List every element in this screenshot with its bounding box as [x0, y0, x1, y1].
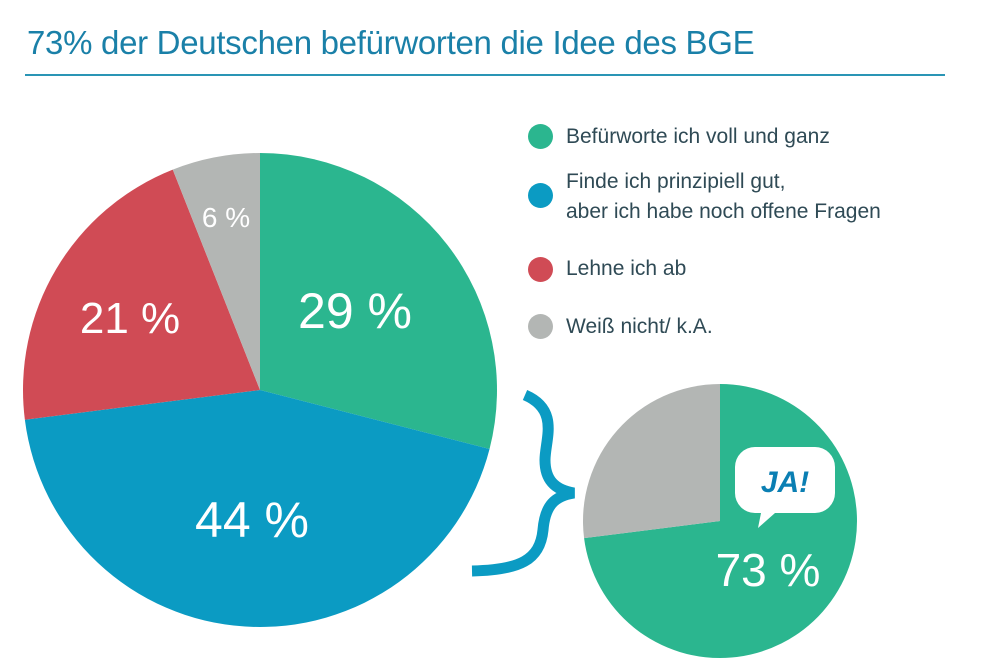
legend-swatch	[528, 314, 553, 339]
legend-swatch	[528, 257, 553, 282]
legend-label: Lehne ich ab	[566, 257, 687, 280]
title-divider	[25, 74, 945, 76]
chart-title: 73% der Deutschen befürworten die Idee d…	[27, 24, 755, 61]
pie-slice	[582, 384, 720, 539]
approval-pie: 73 %	[582, 384, 857, 658]
slice-label: 29 %	[298, 283, 412, 339]
slice-label: 44 %	[195, 492, 309, 548]
slice-label: 21 %	[80, 294, 180, 343]
pie-slice	[22, 169, 260, 420]
slice-label: 6 %	[202, 202, 250, 233]
pie-slice	[172, 153, 260, 390]
ja-badge-text: JA!	[761, 466, 809, 499]
legend-swatch	[528, 183, 553, 208]
legend-swatch	[528, 124, 553, 149]
main-pie: 29 % 44 % 21 % 6 %	[22, 153, 497, 627]
legend-label: Finde ich prinzipiell gut,	[566, 170, 786, 193]
pie-slice	[260, 153, 497, 449]
slice-label: 73 %	[716, 544, 821, 596]
legend-label-line2: aber ich habe noch offene Fragen	[566, 200, 881, 223]
curly-brace-icon	[471, 389, 576, 577]
ja-speech-bubble-icon: JA!	[735, 447, 835, 528]
pie-slice	[24, 390, 490, 627]
legend-label: Weiß nicht/ k.A.	[566, 315, 713, 338]
legend-label: Befürworte ich voll und ganz	[566, 125, 830, 148]
